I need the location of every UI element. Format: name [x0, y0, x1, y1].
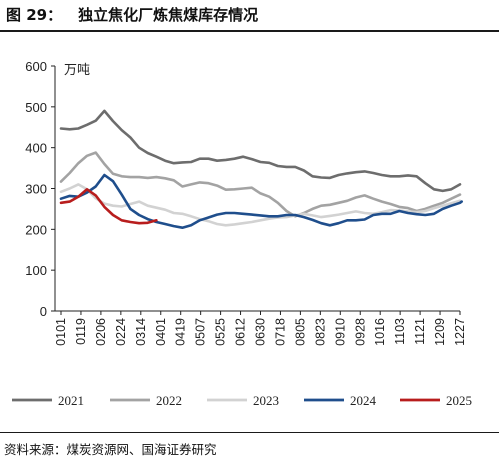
figure-title-text: 独立焦化厂炼焦煤库存情况: [78, 6, 259, 24]
figure-number: 图 29：: [6, 6, 63, 24]
legend-label-2025: 2025: [446, 393, 472, 408]
legend-label-2023: 2023: [253, 393, 279, 408]
y-tick-label: 300: [25, 182, 47, 197]
x-tick-label: 0823: [313, 318, 327, 346]
source-note: 资料来源：煤炭资源网、国海证券研究: [4, 442, 217, 457]
x-tick-label: 0507: [194, 318, 208, 346]
x-tick-label: 1209: [433, 318, 447, 346]
figure-title: 图 29： 独立焦化厂炼焦煤库存情况: [6, 4, 258, 25]
x-tick-label: 0612: [234, 318, 248, 346]
x-tick-label: 0314: [134, 318, 148, 346]
y-unit-label: 万吨: [64, 63, 90, 78]
series-line-2022: [59, 151, 462, 218]
y-tick-label: 500: [25, 100, 47, 115]
x-tick-label: 0101: [54, 318, 68, 346]
x-tick-label: 0224: [114, 318, 128, 346]
legend-label-2022: 2022: [156, 393, 182, 408]
line-chart: 0 100 200 300 400 500 600 万吨 0101 0119 0206 0224 031…: [12, 59, 472, 408]
x-tick-label: 1121: [413, 318, 427, 345]
x-tick-label: 0419: [174, 318, 188, 346]
top-rule: [0, 30, 499, 32]
bottom-rule: [0, 432, 499, 433]
legend-label-2024: 2024: [350, 393, 377, 408]
x-tick-label: 0928: [353, 318, 367, 346]
x-tick-label: 1227: [453, 318, 467, 346]
x-tick-label: 0630: [254, 318, 268, 346]
series-line-2021: [59, 109, 462, 193]
series-line-2024: [59, 173, 464, 229]
y-tick-label: 200: [25, 222, 47, 237]
x-tick-label: 0401: [154, 318, 168, 346]
x-tick-label: 1016: [373, 318, 387, 346]
x-tick-label: 0805: [293, 318, 307, 346]
x-tick-label: 1103: [393, 318, 407, 345]
y-tick-label: 400: [25, 141, 47, 156]
x-tick-label: 0206: [94, 318, 108, 346]
x-tick-label: 0525: [214, 318, 228, 346]
y-tick-label: 0: [40, 304, 47, 319]
legend-label-2021: 2021: [58, 393, 84, 408]
x-tick-label: 0718: [273, 318, 287, 346]
y-tick-label: 600: [25, 59, 47, 74]
x-tick-label: 0119: [74, 318, 88, 345]
x-tick-label: 0910: [333, 318, 347, 346]
series-line-2025: [59, 188, 158, 225]
y-tick-label: 100: [25, 263, 47, 278]
